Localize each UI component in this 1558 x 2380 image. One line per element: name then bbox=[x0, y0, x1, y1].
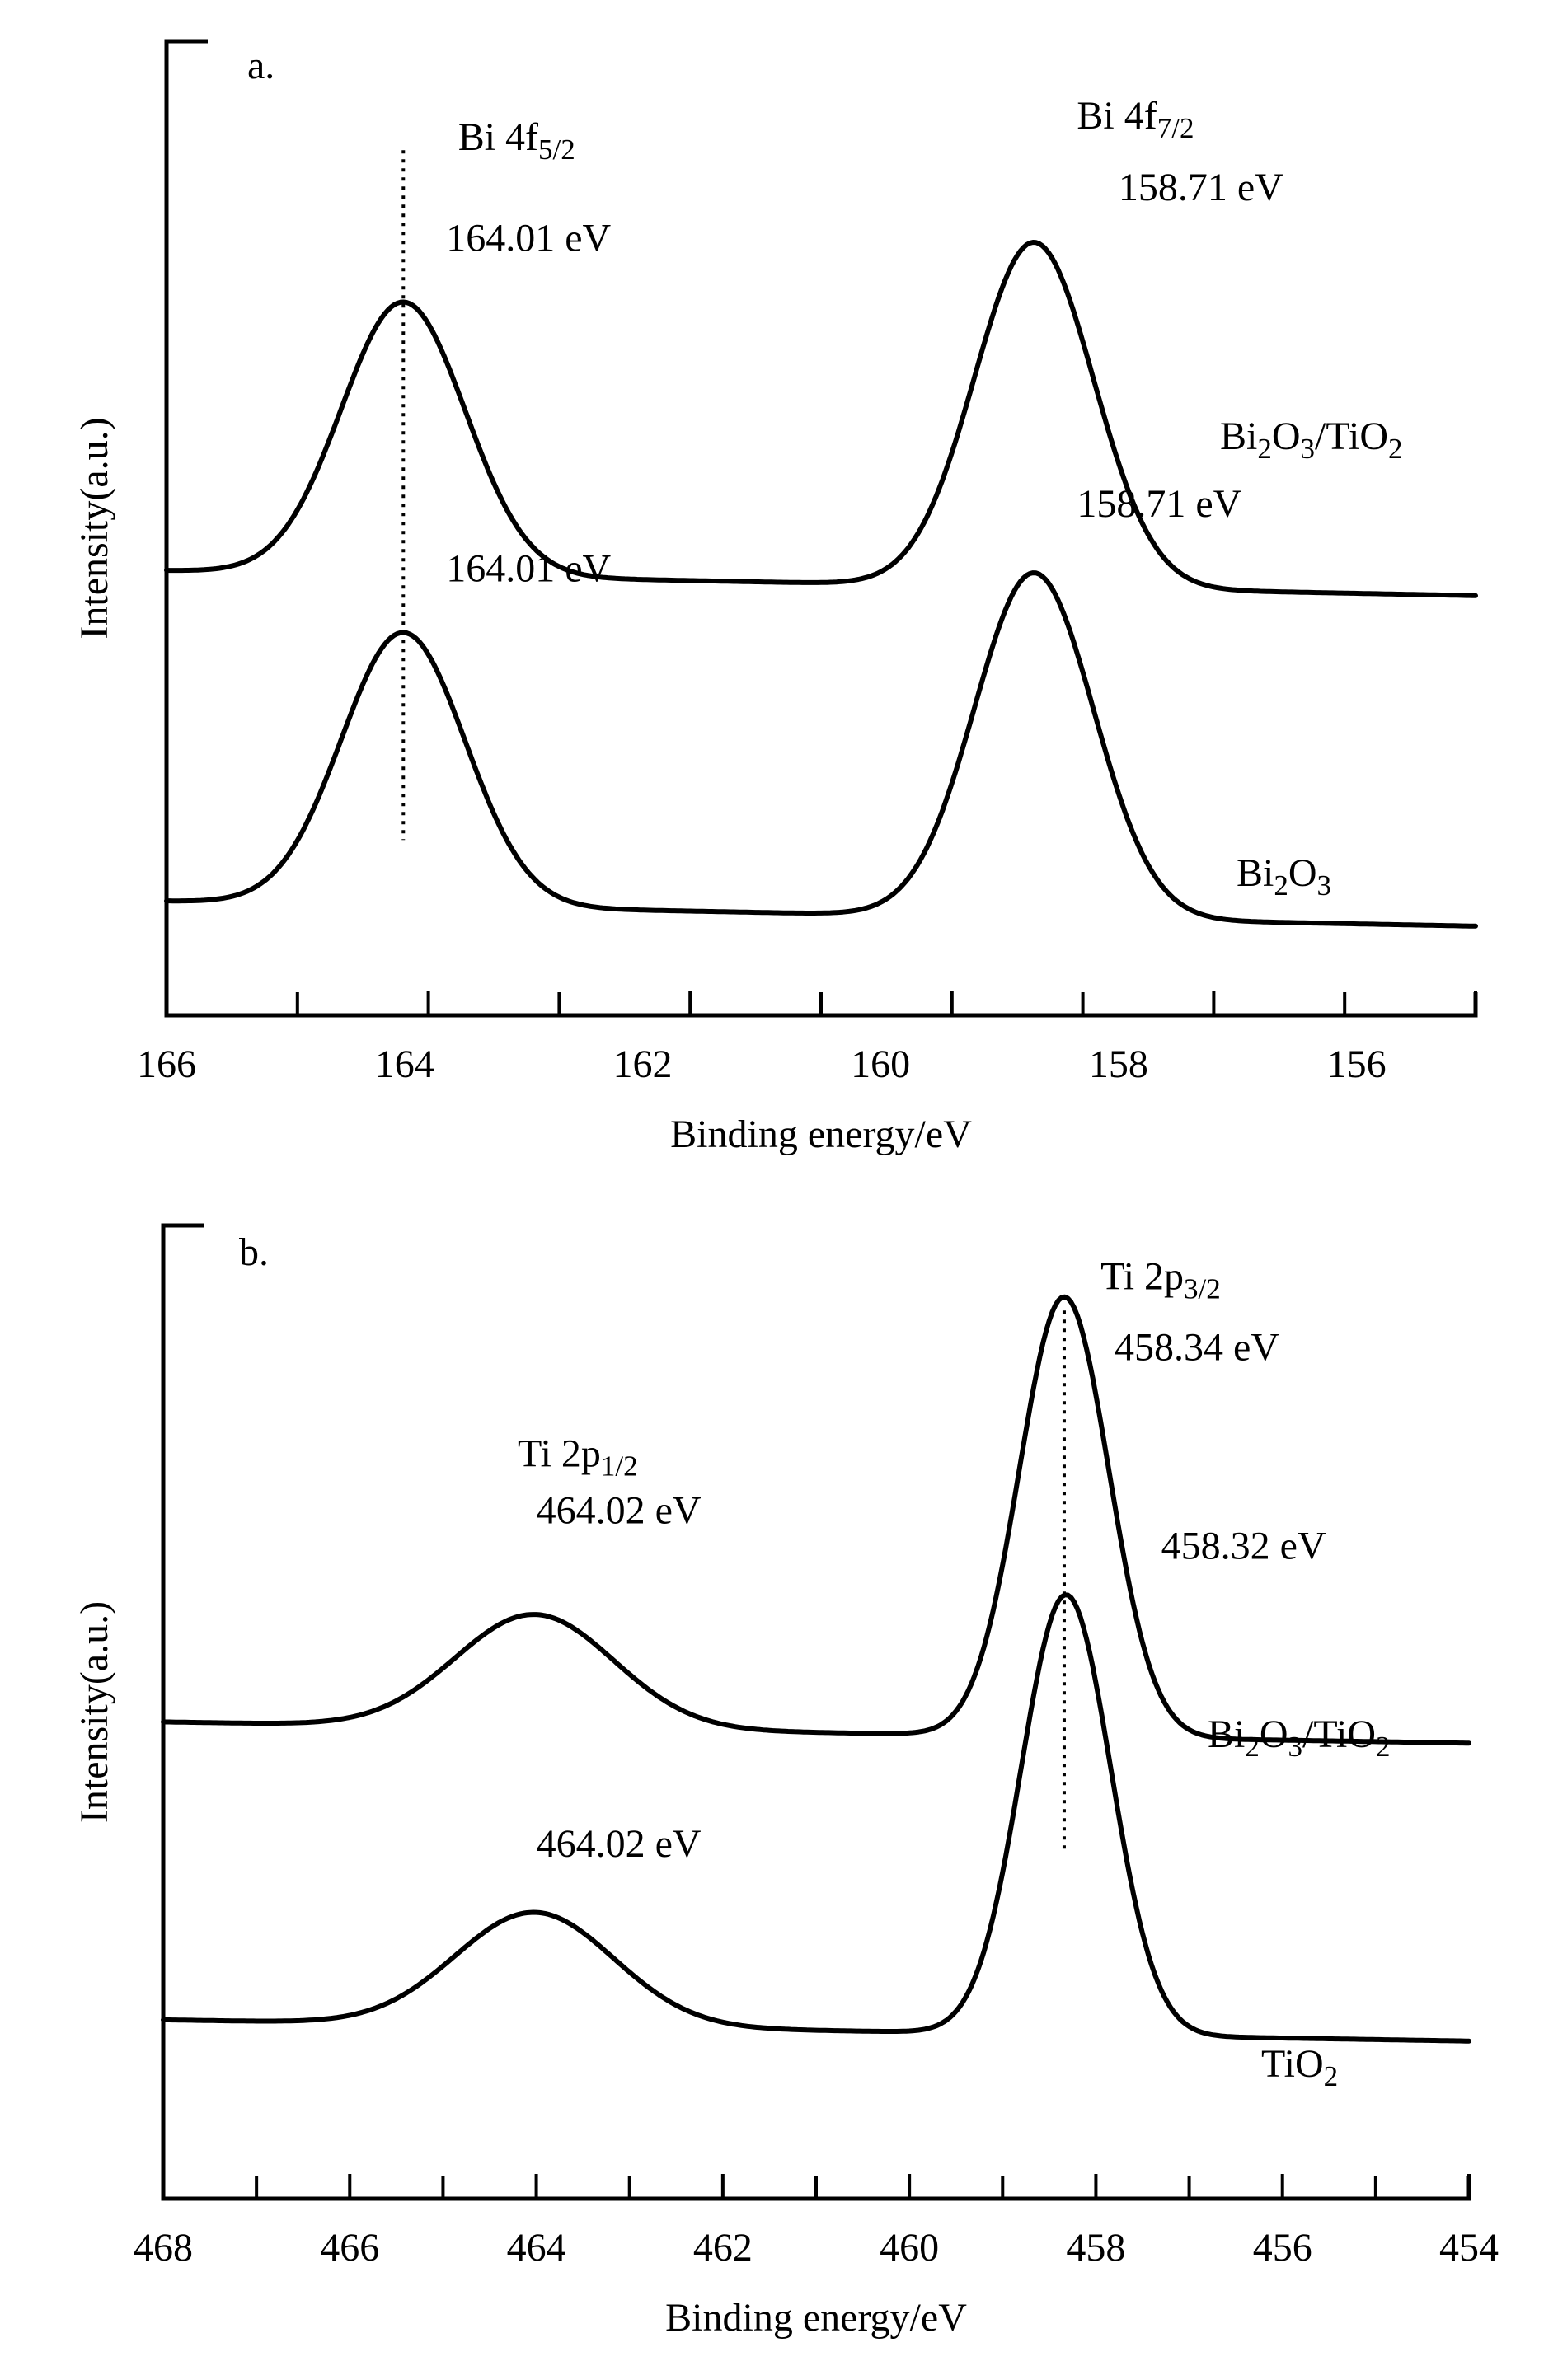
series-label-part: 2 bbox=[1324, 2060, 1339, 2092]
spectrum-line-1 bbox=[164, 240, 1478, 598]
spectrum-line-2 bbox=[164, 570, 1478, 929]
series-label-part: O bbox=[1260, 1712, 1288, 1756]
peak-annotation: Bi 4f5/2 bbox=[458, 115, 575, 166]
peak-annotation: 158.71 eV bbox=[1077, 482, 1241, 526]
series-label: Bi2O3/TiO2 bbox=[1220, 415, 1403, 465]
peak-annotation: 164.01 eV bbox=[446, 546, 611, 590]
x-tick-label: 166 bbox=[137, 1042, 196, 1086]
peak-annotation-part: 458.32 eV bbox=[1161, 1524, 1326, 1567]
x-tick-label: 454 bbox=[1439, 2226, 1499, 2270]
peak-annotation: Ti 2p1/2 bbox=[518, 1432, 638, 1483]
peak-annotation-part: 1/2 bbox=[601, 1450, 638, 1483]
x-tick-label: 466 bbox=[320, 2226, 379, 2270]
series-label-part: O bbox=[1272, 415, 1301, 458]
peak-annotation: 464.02 eV bbox=[537, 1822, 702, 1866]
peak-annotation-part: Ti 2p bbox=[1100, 1254, 1184, 1298]
x-tick-label: 158 bbox=[1089, 1042, 1148, 1086]
series-label-part: 2 bbox=[1388, 433, 1403, 465]
peak-annotation-part: 164.01 eV bbox=[446, 546, 611, 590]
x-axis-title: Binding energy/eV bbox=[665, 2296, 967, 2340]
x-tick-label: 162 bbox=[612, 1042, 672, 1086]
y-axis-title: Intensity(a.u.) bbox=[73, 417, 116, 639]
panel-label: b. bbox=[239, 1230, 269, 1274]
x-tick-label: 460 bbox=[880, 2226, 939, 2270]
peak-annotation: 464.02 eV bbox=[537, 1488, 702, 1532]
x-tick-label: 464 bbox=[507, 2226, 566, 2270]
x-tick-label: 468 bbox=[134, 2226, 193, 2270]
peak-annotation-part: Bi 4f bbox=[1077, 94, 1157, 138]
y-axis-title: Intensity(a.u.) bbox=[73, 1601, 116, 1823]
peak-annotation-part: 158.71 eV bbox=[1119, 166, 1283, 209]
peak-annotation-part: 464.02 eV bbox=[537, 1488, 702, 1532]
series-label-part: 2 bbox=[1245, 1731, 1260, 1763]
peak-annotation-part: 164.01 eV bbox=[446, 216, 611, 260]
series-label-part: Bi bbox=[1208, 1712, 1245, 1756]
series-label-part: Bi bbox=[1220, 415, 1257, 458]
x-tick-label: 462 bbox=[693, 2226, 753, 2270]
series-label-part: 3 bbox=[1317, 869, 1332, 902]
peak-annotation: 458.32 eV bbox=[1161, 1524, 1326, 1567]
peak-annotation-part: 458.34 eV bbox=[1115, 1325, 1279, 1369]
x-tick-label: 160 bbox=[851, 1042, 910, 1086]
peak-annotation-part: Bi 4f bbox=[458, 115, 538, 159]
peak-annotation: Bi 4f7/2 bbox=[1077, 94, 1194, 144]
series-label-part: O bbox=[1288, 851, 1317, 895]
spectrum-line-1 bbox=[161, 1294, 1471, 1746]
peak-annotation-part: 3/2 bbox=[1184, 1272, 1221, 1305]
series-label: Bi2O3 bbox=[1237, 851, 1331, 902]
peak-annotation-part: 5/2 bbox=[538, 134, 575, 166]
peak-annotation: Ti 2p3/2 bbox=[1100, 1254, 1221, 1305]
peak-annotation-part: 464.02 eV bbox=[537, 1822, 702, 1866]
peak-annotation: 164.01 eV bbox=[446, 216, 611, 260]
spectrum-line-2 bbox=[161, 1592, 1471, 2044]
panel-a: 166 164 162 160 158 156 Binding energy/eV Inten… bbox=[73, 39, 1478, 1156]
peak-annotation-part: 158.71 eV bbox=[1077, 482, 1241, 526]
x-tick-label: 164 bbox=[375, 1042, 434, 1086]
series-label: TiO2 bbox=[1261, 2042, 1338, 2092]
peak-annotation-part: Ti 2p bbox=[518, 1432, 601, 1476]
panel-label: a. bbox=[247, 44, 275, 87]
series-label-part: 2 bbox=[1376, 1731, 1391, 1763]
peak-annotation-part: 7/2 bbox=[1157, 112, 1194, 144]
x-tick-label: 456 bbox=[1253, 2226, 1312, 2270]
peak-annotation: 458.34 eV bbox=[1115, 1325, 1279, 1369]
panel-b: 468 466 464 462 460 458 456 454 Binding energy/e… bbox=[73, 1223, 1499, 2340]
x-axis-title: Binding energy/eV bbox=[670, 1113, 972, 1156]
series-label-part: 3 bbox=[1288, 1731, 1303, 1763]
series-label-part: TiO bbox=[1261, 2042, 1324, 2086]
peak-annotation: 158.71 eV bbox=[1119, 166, 1283, 209]
series-label-part: /TiO bbox=[1302, 1712, 1376, 1756]
series-label: Bi2O3/TiO2 bbox=[1208, 1712, 1391, 1763]
series-label-part: 3 bbox=[1301, 433, 1316, 465]
series-label-part: 2 bbox=[1257, 433, 1272, 465]
series-label-part: Bi bbox=[1237, 851, 1274, 895]
x-tick-label: 458 bbox=[1066, 2226, 1125, 2270]
series-label-part: /TiO bbox=[1315, 415, 1388, 458]
series-label-part: 2 bbox=[1274, 869, 1288, 902]
x-tick-label: 156 bbox=[1327, 1042, 1387, 1086]
